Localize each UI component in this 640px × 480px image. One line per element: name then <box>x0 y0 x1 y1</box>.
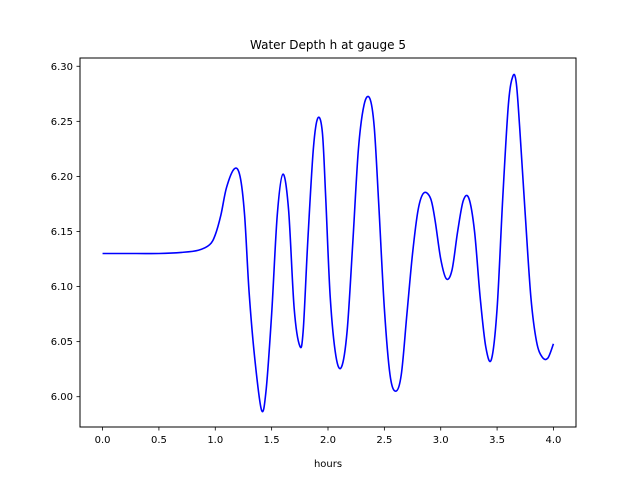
chart-title: Water Depth h at gauge 5 <box>250 38 406 52</box>
y-tick-label: 6.10 <box>51 282 73 293</box>
x-tick-label: 2.5 <box>376 435 392 446</box>
y-tick-label: 6.05 <box>51 337 73 348</box>
x-tick-label: 1.5 <box>264 435 280 446</box>
x-axis-ticks: 0.0 0.5 1.0 1.5 2.0 2.5 3.0 3.5 4.0 <box>95 427 562 446</box>
y-tick-label: 6.30 <box>51 62 73 73</box>
x-tick-label: 0.0 <box>95 435 111 446</box>
x-tick-label: 1.0 <box>207 435 223 446</box>
x-tick-label: 4.0 <box>546 435 562 446</box>
y-tick-label: 6.00 <box>51 392 73 403</box>
y-tick-label: 6.25 <box>51 117 73 128</box>
x-tick-label: 3.5 <box>489 435 505 446</box>
x-tick-label: 3.0 <box>433 435 449 446</box>
y-tick-label: 6.15 <box>51 227 73 238</box>
plot-area <box>102 73 555 413</box>
series-line <box>102 73 555 413</box>
y-tick-label: 6.20 <box>51 172 73 183</box>
x-tick-label: 0.5 <box>151 435 167 446</box>
y-axis-ticks: 6.00 6.05 6.10 6.15 6.20 6.25 6.30 <box>51 62 80 403</box>
x-tick-label: 2.0 <box>320 435 336 446</box>
x-axis-label: hours <box>314 459 342 470</box>
